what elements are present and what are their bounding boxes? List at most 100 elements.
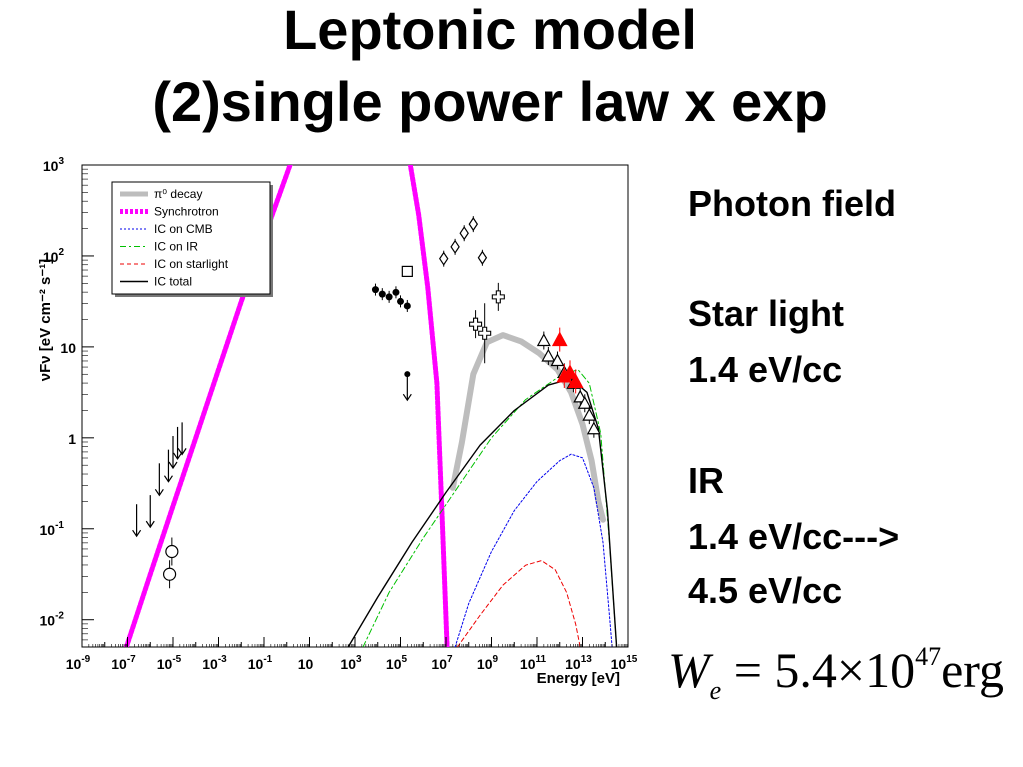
- x-tick-label: 109: [477, 654, 499, 672]
- x-tick-label-exponent: 15: [626, 654, 638, 665]
- formula-exponent: 47: [915, 642, 942, 671]
- x-tick-label-exponent: 3: [356, 654, 362, 665]
- data-point-open-square: [401, 265, 413, 278]
- data-point-open-triangle: [582, 407, 597, 421]
- y-tick-label: 103: [43, 156, 65, 174]
- x-tick-label-exponent: -7: [127, 654, 136, 665]
- data-point-filled: [397, 297, 404, 305]
- data-point-red-triangle: [562, 364, 578, 379]
- legend-label-0: π⁰ decay: [154, 187, 202, 201]
- ir-density-from: 1.4 eV/cc--->: [688, 516, 900, 557]
- formula-mantissa: 5.4: [774, 642, 837, 698]
- x-tick-label-exponent: -5: [172, 654, 181, 665]
- y-tick-label: 10-2: [40, 611, 65, 629]
- star-light-label: Star light: [688, 293, 845, 334]
- x-tick-label-exponent: -3: [218, 654, 227, 665]
- formula-equals: =: [733, 642, 762, 698]
- chart-axes: 10-9 10-7 10-5 10-3 10-1 10 103 105 107 109 10 11 10…: [40, 156, 638, 672]
- data-point-open-diamond: [459, 226, 469, 241]
- x-tick-label: 10: [298, 656, 314, 672]
- y-tick-label: 10: [60, 340, 76, 356]
- y-axis-label: νFν [eV cm⁻² s⁻¹]: [37, 259, 54, 382]
- data-point-filled-upper-limit: [404, 371, 411, 378]
- y-tick-label-exponent: -1: [55, 520, 64, 531]
- x-tick-label-exponent: 9: [493, 654, 499, 665]
- data-point-open-triangle: [541, 348, 556, 362]
- y-tick-label-exponent: 2: [58, 247, 64, 258]
- x-tick-label: 10-1: [248, 654, 273, 672]
- x-tick-label: 10-7: [111, 654, 136, 672]
- y-tick-label-exponent: 3: [58, 156, 64, 167]
- sed-chart: 10-9 10-7 10-5 10-3 10-1 10 103 105 107 109 10 11 10…: [37, 156, 638, 687]
- upper-limit-arrow-head: [145, 520, 155, 529]
- upper-limit-arrow-head: [132, 529, 142, 538]
- data-point-open-triangle: [550, 353, 565, 367]
- x-tick-label-exponent: 13: [581, 654, 593, 665]
- data-point-open-cross: [469, 317, 483, 331]
- clipped-marks: [123, 165, 618, 647]
- data-point-open-diamond: [439, 251, 449, 266]
- photon-field-heading: Photon field: [688, 183, 896, 224]
- formula-unit: erg: [941, 642, 1005, 698]
- x-tick-label: 105: [386, 654, 408, 672]
- data-point-red-triangle: [567, 373, 584, 388]
- chart-marks: [123, 165, 618, 647]
- upper-limit-arrow-head: [177, 448, 187, 456]
- x-tick-label-exponent: 7: [447, 654, 453, 665]
- x-tick-label: 10-3: [202, 654, 227, 672]
- formula-base: 10: [865, 642, 916, 698]
- data-point-open-diamond: [468, 217, 479, 232]
- formula-symbol: W: [668, 642, 710, 698]
- x-axis-label: Energy [eV]: [537, 670, 620, 687]
- ir-label: IR: [688, 460, 724, 501]
- series-line-5: [347, 378, 618, 647]
- legend-label-4: IC on starlight: [154, 257, 229, 271]
- x-tick-label: 107: [431, 654, 453, 672]
- upper-limit-arrow-head: [402, 393, 412, 402]
- x-tick-label-exponent: 11: [536, 654, 547, 665]
- data-point-filled: [385, 293, 393, 301]
- data-point-open-diamond: [450, 239, 460, 254]
- star-light-density: 1.4 eV/cc: [688, 349, 843, 390]
- x-tick-label-exponent: -1: [263, 654, 272, 665]
- legend-label-3: IC on IR: [154, 240, 198, 254]
- ir-density-to: 4.5 eV/cc: [688, 570, 843, 611]
- data-point-open-diamond: [477, 250, 488, 265]
- x-tick-label: 10-5: [157, 654, 182, 672]
- series-line-1: [123, 165, 450, 647]
- x-tick-label: 10-9: [66, 654, 91, 672]
- energy-formula: We = 5.4×1047erg: [668, 640, 1004, 709]
- series-line-2: [454, 453, 613, 647]
- data-point-open-circle: [162, 567, 177, 581]
- series-line-4: [456, 560, 581, 647]
- slide-title-line-2: (2)single power law x exp: [152, 70, 828, 133]
- y-tick-label-exponent: -2: [55, 611, 64, 622]
- upper-limit-arrow-head: [154, 488, 164, 497]
- upper-limit-arrow-head: [168, 461, 178, 470]
- legend-box: [111, 181, 271, 295]
- x-tick-label: 103: [340, 654, 362, 672]
- data-point-open-cross: [478, 326, 492, 340]
- x-tick-label-exponent: 5: [402, 654, 408, 665]
- data-point-filled: [371, 286, 379, 294]
- series-line-0: [449, 332, 606, 523]
- legend-label-1: Synchrotron: [154, 205, 219, 219]
- data-point-red-triangle: [551, 331, 568, 347]
- data-point-open-cross: [491, 290, 505, 304]
- data-point-open-triangle: [577, 396, 592, 409]
- series-line-3: [362, 369, 618, 647]
- slide-title-line-1: Leptonic model: [283, 0, 697, 61]
- data-point-filled: [378, 290, 386, 298]
- upper-limit-arrow-head: [163, 475, 173, 483]
- chart-legend: π⁰ decay Synchrotron IC on CMB IC on IR IC o…: [111, 181, 273, 297]
- data-point-open-circle: [165, 544, 179, 559]
- formula-times: ×: [836, 642, 866, 698]
- upper-limit-arrow-head: [173, 452, 183, 461]
- legend-label-2: IC on CMB: [154, 222, 213, 236]
- legend-label-5: IC total: [154, 275, 192, 289]
- y-tick-label: 1: [68, 431, 76, 447]
- formula-subscript: e: [709, 676, 722, 705]
- x-tick-label-exponent: -9: [81, 654, 90, 665]
- y-tick-label: 10-1: [40, 520, 65, 538]
- data-point-filled: [403, 302, 411, 310]
